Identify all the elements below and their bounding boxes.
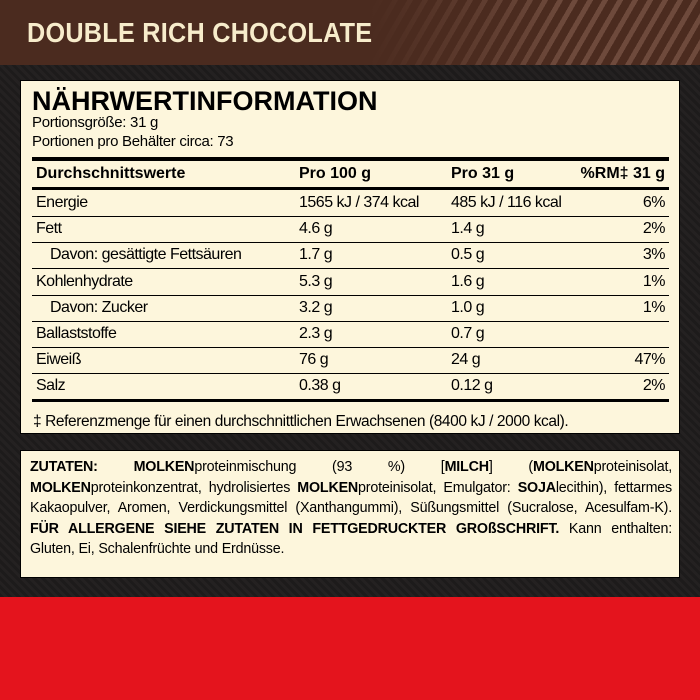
column-header: Pro 100 g xyxy=(299,165,372,182)
cell-per100: 1.7 g xyxy=(299,246,333,264)
footnote: ‡ Referenzmenge für einen durchschnittli… xyxy=(33,413,569,430)
ingredient-bold: MOLKEN xyxy=(133,459,195,475)
table-row: Davon: Zucker 3.2 g 1.0 g 1% xyxy=(32,295,669,321)
cell-per100: 2.3 g xyxy=(299,325,333,342)
divider xyxy=(32,347,669,348)
servings-per-container: Portionen pro Behälter circa: 73 xyxy=(32,133,234,150)
cell-per31: 485 kJ / 116 kcal xyxy=(451,194,562,211)
ingredient-text: Kann enthalten: Gluten, Ei, Schalenfrüch… xyxy=(30,520,673,558)
ingredient-text: proteinkonzentrat, hydrolisiertes xyxy=(90,479,298,496)
divider xyxy=(32,216,669,217)
nutrition-title: NÄHRWERTINFORMATION xyxy=(32,86,378,116)
cell-label: Salz xyxy=(36,377,66,395)
table-header: Durchschnittswerte Pro 100 g Pro 31 g %R… xyxy=(32,161,669,187)
divider xyxy=(32,320,669,322)
ingredient-bold: MILCH xyxy=(444,459,489,475)
ingredient-bold: MOLKEN xyxy=(30,479,91,496)
cell-rm: 47% xyxy=(634,351,665,369)
cell-rm: 6% xyxy=(642,194,666,211)
cell-rm: 1% xyxy=(642,272,666,290)
cell-label: Eiweiß xyxy=(36,351,82,369)
cell-rm: 1% xyxy=(642,298,666,316)
flavor-header: DOUBLE RICH CHOCOLATE xyxy=(0,0,700,65)
serving-size: Portionsgröße: 31 g xyxy=(32,114,159,131)
red-band xyxy=(0,597,700,700)
table-row: Davon: gesättigte Fettsäuren 1.7 g 0.5 g 3% xyxy=(32,242,669,268)
column-header: Durchschnittswerte xyxy=(36,165,186,182)
table-row: Kohlenhydrate 5.3 g 1.6 g 1% xyxy=(32,269,669,295)
cell-per31: 0.12 g xyxy=(451,377,493,395)
cell-per100: 76 g xyxy=(299,351,329,369)
table-row: Energie 1565 kJ / 374 kcal 485 kJ / 116 kc… xyxy=(32,190,669,216)
ingredient-bold: ZUTATEN: xyxy=(30,459,134,475)
cell-label: Ballaststoffe xyxy=(36,325,117,342)
table-row: Fett 4.6 g 1.4 g 2% xyxy=(32,216,669,242)
ingredient-text: proteinisolat, xyxy=(593,459,672,475)
cell-label: Davon: Zucker xyxy=(50,298,148,316)
cell-per100: 1565 kJ / 374 kcal xyxy=(299,194,419,211)
cell-rm: 3% xyxy=(642,246,666,264)
cell-per31: 1.6 g xyxy=(451,272,485,290)
ingredients-panel: ZUTATEN: MOLKENproteinmischung (93 %) [M… xyxy=(20,450,680,578)
cell-per100: 4.6 g xyxy=(299,220,333,238)
column-header: Pro 31 g xyxy=(451,165,515,182)
divider xyxy=(32,399,669,403)
divider xyxy=(32,294,669,296)
ingredient-text: ] ( xyxy=(488,459,533,475)
cell-label: Energie xyxy=(36,194,88,211)
cell-per31: 1.4 g xyxy=(451,220,485,238)
divider xyxy=(32,373,669,375)
cell-label: Kohlenhydrate xyxy=(36,272,133,290)
ingredient-text: proteinmischung (93 %) [ xyxy=(194,459,445,475)
cell-per31: 0.5 g xyxy=(451,246,485,264)
nutrition-panel: NÄHRWERTINFORMATION Portionsgröße: 31 g … xyxy=(20,80,680,434)
flavor-title: DOUBLE RICH CHOCOLATE xyxy=(27,17,373,48)
ingredient-text: proteinisolat, Emulgator: xyxy=(358,479,518,496)
divider xyxy=(32,268,669,270)
table-row: Salz 0.38 g 0.12 g 2% xyxy=(32,373,669,399)
ingredients-text: ZUTATEN: MOLKENproteinmischung (93 %) [M… xyxy=(30,457,672,560)
ingredient-bold: MOLKEN xyxy=(532,459,594,475)
cell-per100: 3.2 g xyxy=(299,298,333,316)
cell-per31: 24 g xyxy=(451,351,481,369)
cell-label: Fett xyxy=(36,220,62,238)
ingredient-bold: MOLKEN xyxy=(297,479,359,496)
divider xyxy=(32,187,669,190)
table-row: Eiweiß 76 g 24 g 47% xyxy=(32,347,669,373)
ingredient-bold: SOJA xyxy=(517,479,556,496)
cell-per31: 0.7 g xyxy=(451,325,485,342)
ingredient-text: lecithin), fettarmes Kakaopulver, Aromen… xyxy=(30,479,672,517)
cell-per100: 0.38 g xyxy=(299,377,341,395)
cell-per100: 5.3 g xyxy=(299,272,333,290)
divider xyxy=(32,157,669,161)
ingredient-bold: FÜR ALLERGENE SIEHE ZUTATEN IN FETTGEDRU… xyxy=(30,520,560,537)
stripe-pattern xyxy=(370,0,700,65)
cell-rm: 2% xyxy=(642,377,666,395)
divider xyxy=(32,242,669,244)
column-header: %RM‡ 31 g xyxy=(580,165,665,182)
table-row: Ballaststoffe 2.3 g 0.7 g xyxy=(32,321,669,347)
cell-per31: 1.0 g xyxy=(451,298,485,316)
cell-label: Davon: gesättigte Fettsäuren xyxy=(50,246,242,264)
cell-rm: 2% xyxy=(642,220,666,238)
